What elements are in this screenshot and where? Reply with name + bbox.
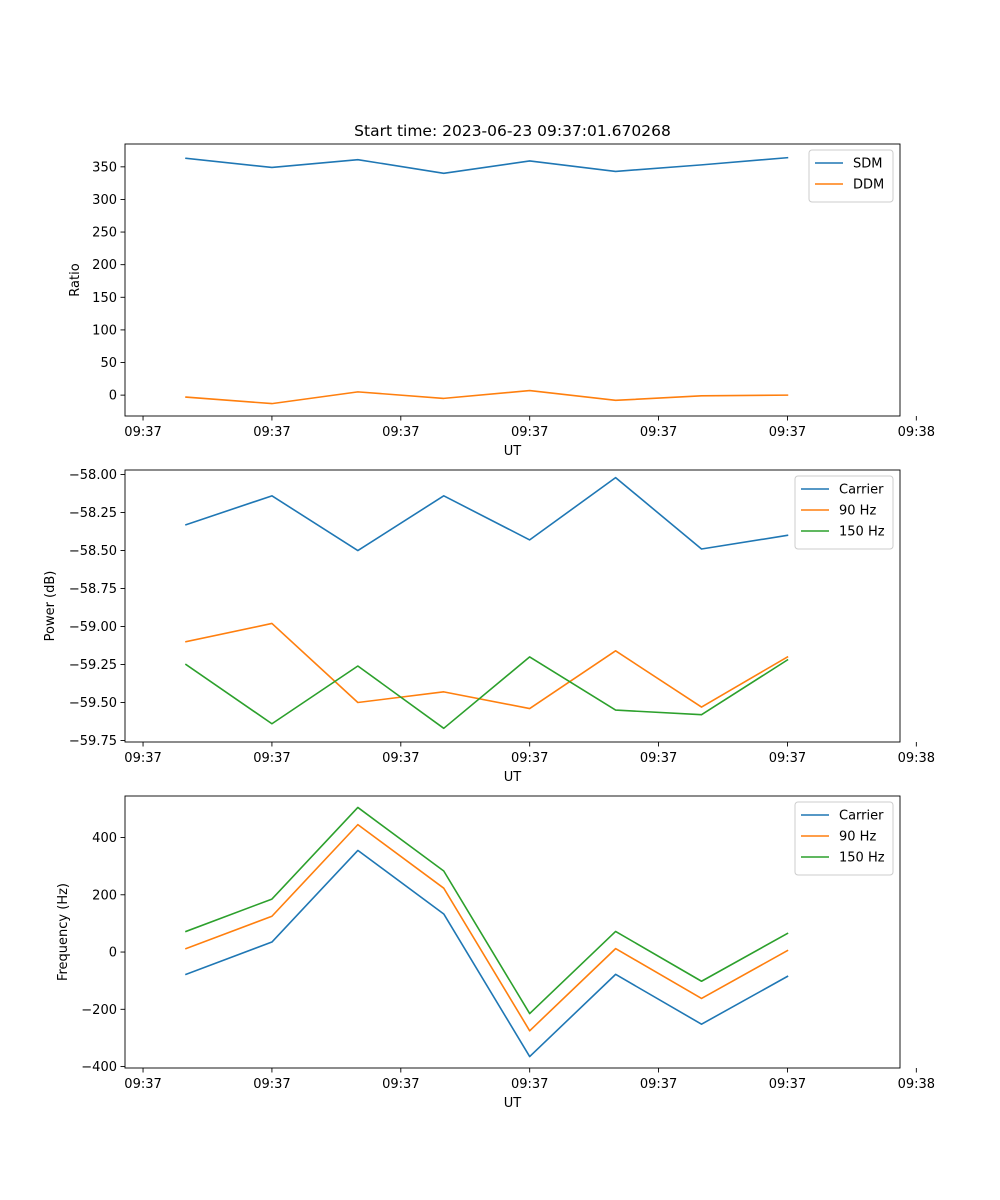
x-tick-label: 09:38: [898, 425, 935, 440]
y-tick-label: −59.75: [69, 734, 117, 749]
y-tick-label: 250: [92, 226, 117, 241]
x-tick-label: 09:37: [640, 425, 677, 440]
x-tick-label: 09:37: [382, 1077, 419, 1092]
x-tick-label: 09:37: [511, 425, 548, 440]
series-line-90-hz: [184, 823, 789, 1032]
y-tick-label: 200: [92, 888, 117, 903]
legend-label: Carrier: [839, 483, 884, 498]
y-tick-label: −200: [81, 1003, 117, 1018]
legend-label: SDM: [853, 157, 882, 172]
series-line-ddm: [185, 389, 789, 405]
legend: SDM DDM: [808, 149, 894, 203]
legend-label: DDM: [853, 178, 884, 193]
y-tick-label: 150: [92, 291, 117, 306]
axes-frame: [124, 469, 901, 743]
x-tick-label: 09:37: [511, 751, 548, 766]
x-tick-label: 09:37: [769, 751, 806, 766]
y-tick-label: −400: [81, 1060, 117, 1075]
panel-3: 09:37 09:37 09:37 09:37 09:37 09:37 09:38 −400 −…: [56, 795, 935, 1111]
chart-panels: 09:37 09:37 09:37 09:37 09:37 09:37 09:38 0 50 10…: [43, 143, 935, 1111]
axes-frame: [124, 143, 901, 417]
x-tick-label: 09:38: [898, 751, 935, 766]
x-tick-label: 09:37: [124, 425, 161, 440]
series-line-90-hz: [185, 622, 789, 710]
y-tick-label: −59.25: [69, 658, 117, 673]
x-axis-label: UT: [504, 770, 522, 785]
y-tick-label: −59.00: [69, 620, 117, 635]
x-tick-label: 09:37: [640, 1077, 677, 1092]
series-line-sdm: [185, 156, 789, 175]
x-axis-label: UT: [504, 1096, 522, 1111]
y-tick-label: −58.00: [69, 468, 117, 483]
legend-label: 90 Hz: [839, 504, 876, 519]
legend-label: Carrier: [839, 809, 884, 824]
x-tick-label: 09:37: [511, 1077, 548, 1092]
x-tick-label: 09:37: [640, 751, 677, 766]
chart-title: Start time: 2023-06-23 09:37:01.670268: [354, 122, 671, 140]
x-tick-label: 09:37: [769, 1077, 806, 1092]
y-tick-label: 0: [109, 946, 117, 961]
y-tick-label: 0: [109, 389, 117, 404]
legend: Carrier 90 Hz 150 Hz: [794, 475, 894, 550]
legend-label: 90 Hz: [839, 830, 876, 845]
x-tick-label: 09:37: [124, 1077, 161, 1092]
x-tick-label: 09:38: [898, 1077, 935, 1092]
y-axis-label: Ratio: [68, 263, 83, 296]
x-tick-label: 09:37: [253, 425, 290, 440]
y-tick-label: 50: [100, 356, 117, 371]
x-tick-label: 09:37: [382, 425, 419, 440]
x-tick-label: 09:37: [124, 751, 161, 766]
y-axis-label: Power (dB): [43, 571, 58, 642]
y-tick-label: 100: [92, 323, 117, 338]
series-line-150-hz: [184, 806, 789, 1015]
legend-label: 150 Hz: [839, 851, 885, 866]
x-tick-label: 09:37: [253, 1077, 290, 1092]
y-tick-label: −58.75: [69, 582, 117, 597]
x-tick-label: 09:37: [382, 751, 419, 766]
x-axis-label: UT: [504, 444, 522, 459]
x-tick-label: 09:37: [253, 751, 290, 766]
y-tick-label: 350: [92, 160, 117, 175]
x-tick-label: 09:37: [769, 425, 806, 440]
series-line-carrier: [184, 849, 789, 1058]
series-line-150-hz: [184, 656, 789, 730]
y-tick-label: 300: [92, 193, 117, 208]
legend: Carrier 90 Hz 150 Hz: [794, 801, 894, 876]
axes-frame: [124, 795, 901, 1069]
y-axis-label: Frequency (Hz): [56, 883, 71, 981]
panel-1: 09:37 09:37 09:37 09:37 09:37 09:37 09:38 0 50 10…: [68, 143, 935, 459]
y-tick-label: 400: [92, 831, 117, 846]
legend-label: 150 Hz: [839, 525, 885, 540]
y-tick-label: 200: [92, 258, 117, 273]
panel-2: 09:37 09:37 09:37 09:37 09:37 09:37 09:38 −58.0…: [43, 468, 935, 785]
series-line-carrier: [184, 476, 789, 552]
y-tick-label: −59.50: [69, 696, 117, 711]
y-tick-label: −58.50: [69, 544, 117, 559]
y-tick-label: −58.25: [69, 506, 117, 521]
